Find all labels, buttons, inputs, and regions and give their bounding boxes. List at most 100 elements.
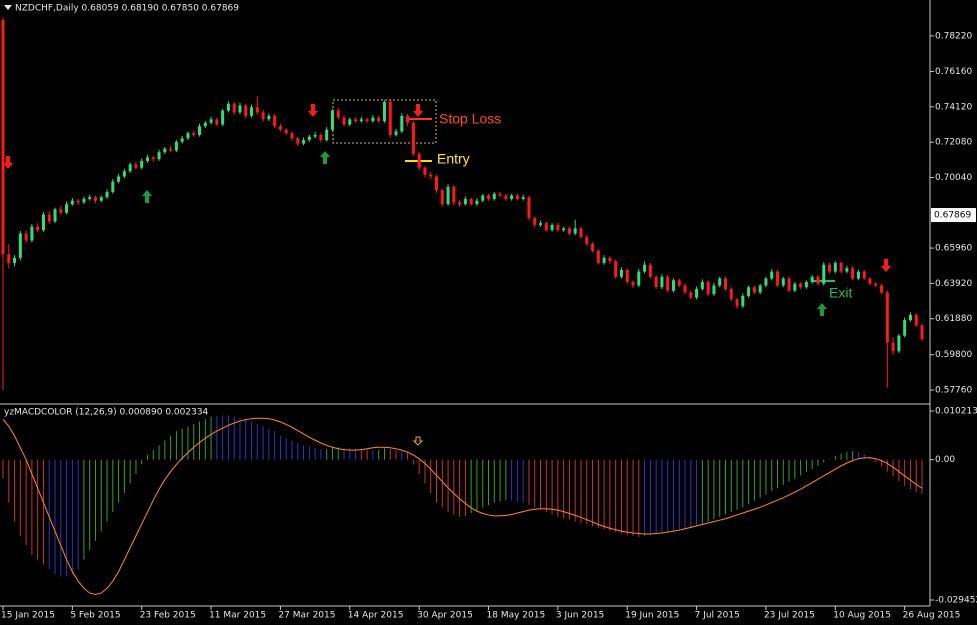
candle-body	[134, 164, 138, 168]
candle-body	[267, 115, 271, 120]
candle-body	[487, 195, 491, 199]
candle-body	[625, 269, 629, 283]
sell-arrow	[308, 104, 318, 117]
buy-arrow	[320, 151, 330, 164]
x-tick-label: 11 Mar 2015	[209, 611, 266, 621]
candle-body	[47, 214, 51, 222]
candle-body	[816, 276, 820, 284]
candle-body	[539, 223, 543, 225]
candle-body	[434, 176, 438, 191]
candle-body	[793, 283, 797, 291]
histogram	[2, 415, 923, 577]
candle-body	[145, 157, 149, 161]
x-tick-label: 23 Feb 2015	[140, 611, 196, 621]
candle-body	[209, 119, 213, 123]
candle-body	[215, 119, 219, 125]
candle-body	[689, 292, 693, 298]
candle-body	[729, 288, 733, 300]
candle-body	[325, 129, 329, 141]
candle-body	[602, 257, 606, 263]
candle-body	[504, 195, 508, 199]
candle-body	[654, 276, 658, 288]
x-tick-label: 18 May 2015	[487, 611, 546, 621]
entry-label: Entry	[437, 151, 470, 167]
candle-body	[481, 195, 485, 201]
candle-body	[244, 105, 248, 116]
y-tick-label: 0.65960	[935, 244, 972, 254]
candle-body	[567, 228, 571, 234]
chart-title: NZDCHF,Daily 0.68059 0.68190 0.67850 0.6…	[15, 4, 239, 14]
x-tick-label: 10 Aug 2015	[833, 611, 891, 621]
candle-body	[799, 283, 803, 288]
candle-body	[660, 276, 664, 288]
candle-body	[776, 271, 780, 286]
candle-body	[521, 197, 525, 199]
y-tick-label: 0.76160	[935, 67, 972, 77]
candle-body	[839, 262, 843, 272]
candle-body	[151, 157, 155, 160]
candle-body	[885, 292, 889, 343]
candle-body	[804, 282, 808, 288]
candle-body	[273, 115, 277, 127]
candle-body	[82, 198, 86, 203]
candle-body	[596, 250, 600, 263]
candle-body	[330, 110, 334, 130]
candle-body	[359, 119, 363, 122]
candle-body	[429, 174, 433, 177]
candle-body	[510, 195, 514, 199]
candle-body	[105, 192, 109, 198]
candle-body	[7, 254, 11, 263]
indicator-arrow	[412, 436, 424, 446]
candle-body	[302, 140, 306, 144]
candle-body	[741, 295, 745, 307]
y-tick-label: 0.72080	[935, 138, 972, 148]
candle-body	[440, 190, 444, 205]
y-tick-label: 0.74120	[935, 102, 972, 112]
candle-body	[591, 243, 595, 251]
candle-body	[897, 335, 901, 352]
candle-body	[550, 224, 554, 231]
candle-body	[833, 262, 837, 272]
candle-body	[313, 134, 317, 137]
candle-body	[458, 202, 462, 205]
candle-body	[735, 299, 739, 307]
y-tick-label: 0.57760	[935, 386, 972, 396]
candle-body	[700, 282, 704, 289]
candle-body	[232, 103, 236, 113]
candle-body	[423, 167, 427, 175]
candle-body	[76, 200, 80, 203]
candle-body	[140, 160, 144, 168]
candle-body	[169, 148, 173, 151]
candle-body	[469, 198, 473, 205]
candle-body	[683, 285, 687, 293]
candle-body	[648, 264, 652, 277]
candle-body	[723, 278, 727, 289]
candle-body	[452, 186, 456, 203]
candle-body	[70, 200, 74, 205]
candle-body	[856, 271, 860, 279]
candle-body	[255, 107, 259, 113]
candle-body	[446, 186, 450, 205]
candle-body	[336, 110, 340, 118]
sell-arrows	[3, 104, 891, 272]
candle-body	[307, 136, 311, 141]
candle-body	[88, 197, 92, 199]
menu-triangle	[4, 5, 12, 10]
candle-body	[203, 122, 207, 127]
candle-body	[371, 117, 375, 122]
candle-body	[122, 171, 126, 177]
candle-body	[533, 217, 537, 225]
candle-body	[770, 271, 774, 279]
x-tick-label: 27 Mar 2015	[278, 611, 335, 621]
candle-body	[65, 204, 69, 213]
sell-arrow	[881, 259, 891, 272]
x-tick-label: 3 Jun 2015	[556, 611, 604, 621]
candle-body	[348, 119, 352, 125]
candle-body	[515, 195, 519, 199]
candle-body	[192, 133, 196, 135]
candle-body	[874, 283, 878, 286]
candle-body	[712, 285, 716, 295]
candle-body	[643, 264, 647, 272]
candle-body	[666, 276, 670, 291]
